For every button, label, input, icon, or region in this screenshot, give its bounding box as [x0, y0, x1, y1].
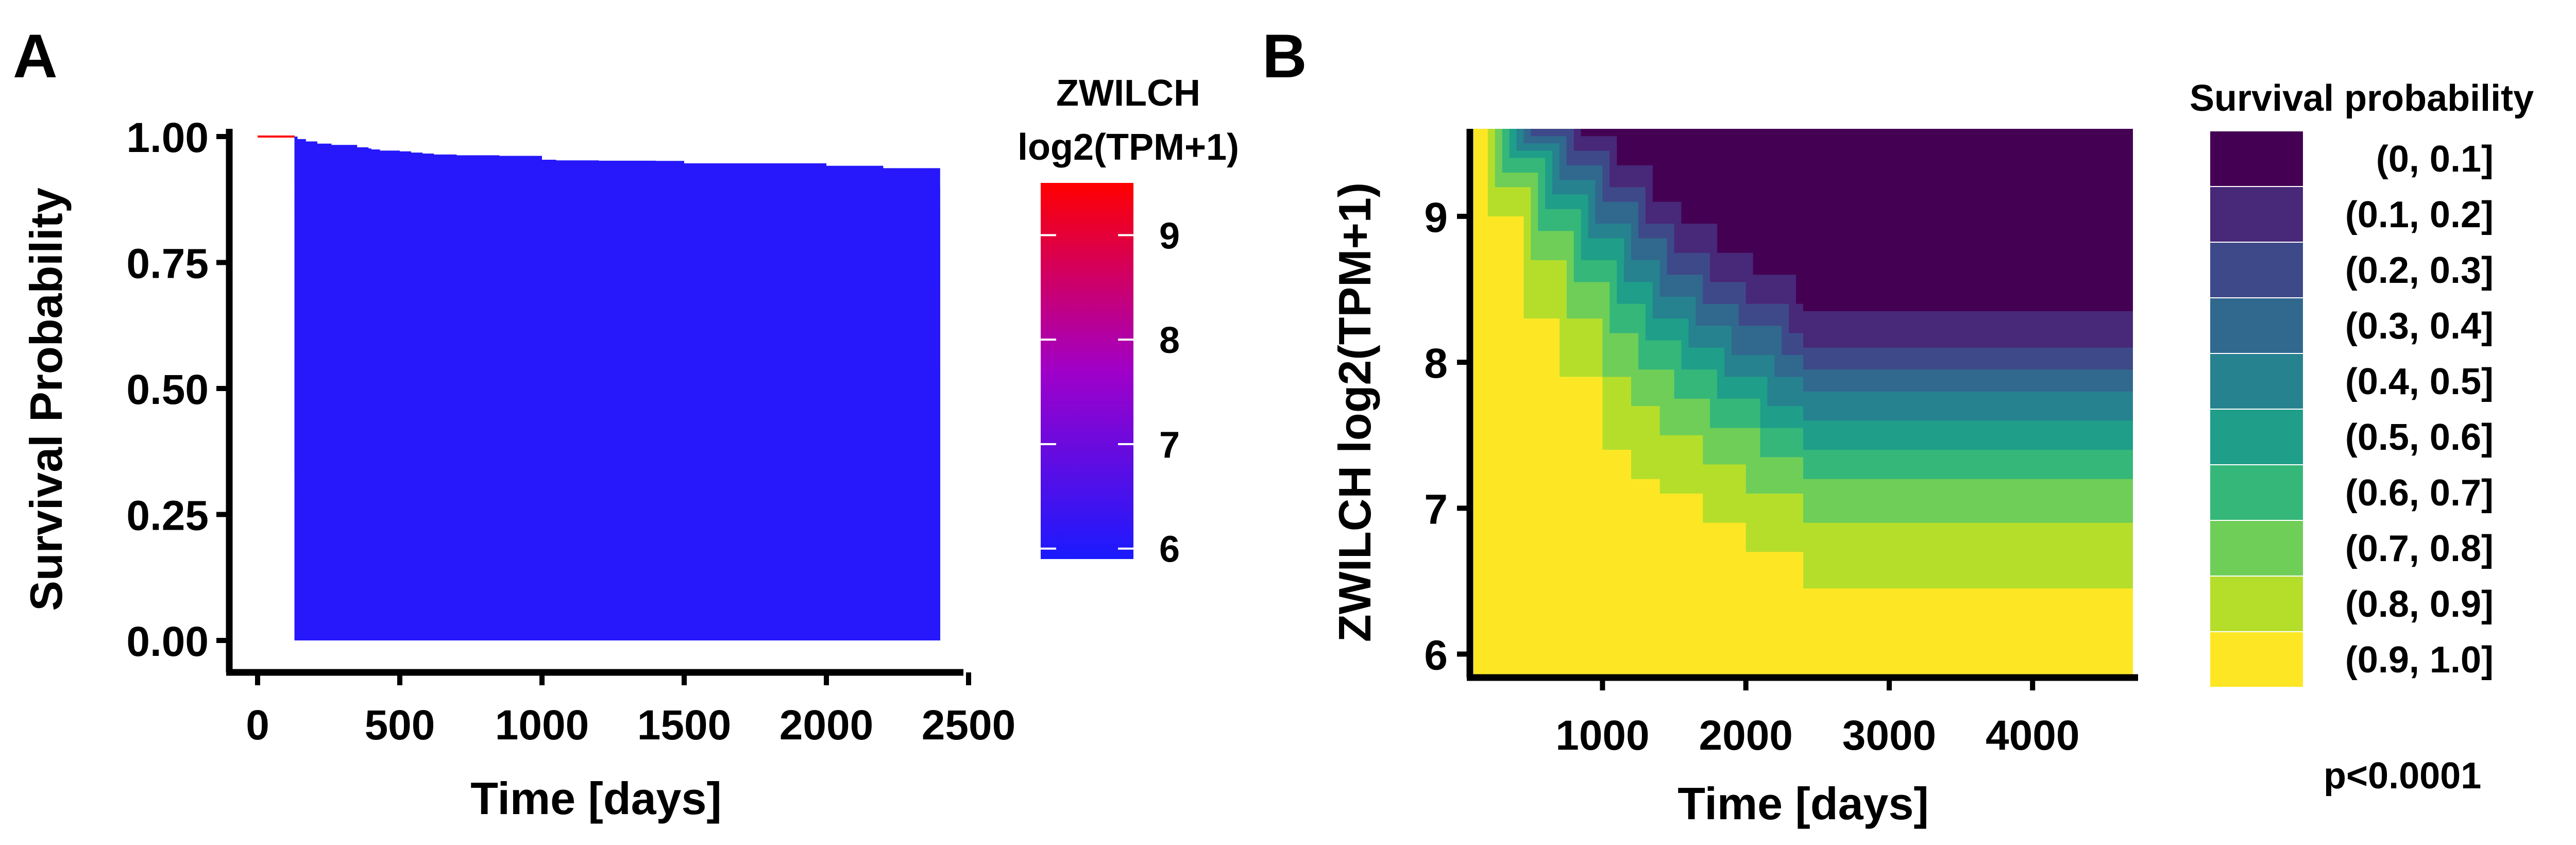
panel-a-y-ticks: 0.00 0.25 0.50 0.75 1.00 — [126, 114, 229, 665]
panel-a-x-tick-label: 0 — [246, 702, 269, 749]
panel-a-tag: A — [13, 22, 58, 91]
panel-b-x-tick-label: 3000 — [1842, 712, 1936, 759]
panel-a-colorbar-tick-label: 9 — [1159, 215, 1180, 257]
panel-b-legend-swatch — [2210, 465, 2303, 520]
panel-a-colorbar-ticks: 6 7 8 9 — [1041, 215, 1180, 570]
panel-a-band-21 — [294, 137, 940, 640]
panel-a-colorbar-tick-label: 7 — [1159, 425, 1180, 466]
panel-b-legend-swatch — [2210, 632, 2303, 687]
panel-a-y-tick-label: 0.50 — [126, 366, 209, 413]
panel-b-x-tick-label: 2000 — [1699, 712, 1792, 759]
panel-b-y-label: ZWILCH log2(TPM+1) — [1329, 182, 1380, 642]
panel-a-colorbar-tick-label: 6 — [1159, 529, 1180, 570]
panel-b-legend: (0, 0.1] (0.1, 0.2] (0.2, 0.3] (0.3, 0.4] (0… — [2210, 131, 2494, 687]
panel-a-x-label: Time [days] — [470, 773, 721, 824]
panel-b-legend-label: (0.9, 1.0] — [2345, 639, 2494, 681]
panel-b-x-tick-label: 4000 — [1986, 712, 2079, 759]
panel-a-x-ticks: 0 500 1000 1500 2000 2500 — [246, 672, 1015, 749]
panel-b: B 6 7 8 9 1000 2000 3000 4000 Time [days] ZWIL… — [1262, 22, 2534, 829]
panel-b-y-tick-label: 7 — [1424, 486, 1448, 533]
panel-b-x-ticks: 1000 2000 3000 4000 — [1555, 678, 2079, 759]
panel-b-tag: B — [1262, 22, 1307, 91]
panel-b-p-value: p<0.0001 — [2324, 755, 2481, 797]
panel-b-legend-swatch — [2210, 521, 2303, 576]
panel-b-legend-label: (0.7, 0.8] — [2345, 528, 2494, 569]
panel-a-y-tick-label: 0.00 — [126, 618, 209, 665]
panel-a-legend-title-unit: log2(TPM+1) — [1018, 127, 1239, 168]
panel-a-y-tick-label: 0.75 — [126, 241, 209, 288]
panel-a-x-tick-label: 1000 — [495, 702, 589, 749]
panel-b-legend-label: (0.4, 0.5] — [2345, 361, 2494, 402]
panel-b-legend-label: (0, 0.1] — [2376, 139, 2494, 180]
panel-b-legend-swatch — [2210, 354, 2303, 409]
panel-b-legend-swatch — [2210, 187, 2303, 242]
panel-b-legend-label: (0.2, 0.3] — [2345, 250, 2494, 291]
panel-b-plot-area — [1473, 129, 2133, 676]
panel-a-x-tick-label: 1500 — [637, 702, 731, 749]
panel-b-legend-label: (0.1, 0.2] — [2345, 194, 2494, 235]
panel-b-legend-label: (0.6, 0.7] — [2345, 472, 2494, 514]
panel-b-y-tick-label: 8 — [1424, 340, 1448, 387]
panel-a-plot-area — [258, 136, 940, 640]
panel-b-legend-swatch — [2210, 410, 2303, 464]
panel-a-x-tick-label: 2500 — [922, 702, 1015, 749]
panel-b-y-ticks: 6 7 8 9 — [1424, 194, 1470, 679]
panel-a-x-tick-label: 2000 — [779, 702, 873, 749]
panel-b-y-tick-label: 6 — [1424, 632, 1448, 679]
panel-b-x-tick-label: 1000 — [1555, 712, 1649, 759]
panel-a-y-label: Survival Probability — [21, 188, 72, 611]
panel-b-legend-label: (0.5, 0.6] — [2345, 417, 2494, 458]
panel-a-colorbar-tick-label: 8 — [1159, 320, 1180, 361]
panel-a-y-tick-label: 0.25 — [126, 493, 209, 539]
panel-b-legend-swatch — [2210, 243, 2303, 297]
panel-b-legend-swatch — [2210, 298, 2303, 353]
panel-b-y-tick-label: 9 — [1424, 194, 1448, 241]
panel-b-legend-label: (0.8, 0.9] — [2345, 584, 2494, 625]
panel-a-y-tick-label: 1.00 — [126, 114, 209, 161]
panel-b-x-label: Time [days] — [1677, 778, 1928, 829]
panel-b-legend-label: (0.3, 0.4] — [2345, 306, 2494, 347]
panel-b-legend-swatch — [2210, 131, 2303, 186]
panel-a-legend-title-gene: ZWILCH — [1056, 73, 1200, 114]
panel-b-legend-swatch — [2210, 577, 2303, 631]
panel-b-region-(0.9, 1.0] — [1473, 129, 2133, 676]
panel-b-legend-title: Survival probability — [2190, 78, 2534, 119]
panel-a: A 0.00 0.25 0.50 0.75 1.00 0 500 1000 1500 2000 2… — [13, 22, 1239, 824]
panel-a-colorbar — [1041, 183, 1133, 559]
panel-a-x-tick-label: 500 — [365, 702, 435, 749]
